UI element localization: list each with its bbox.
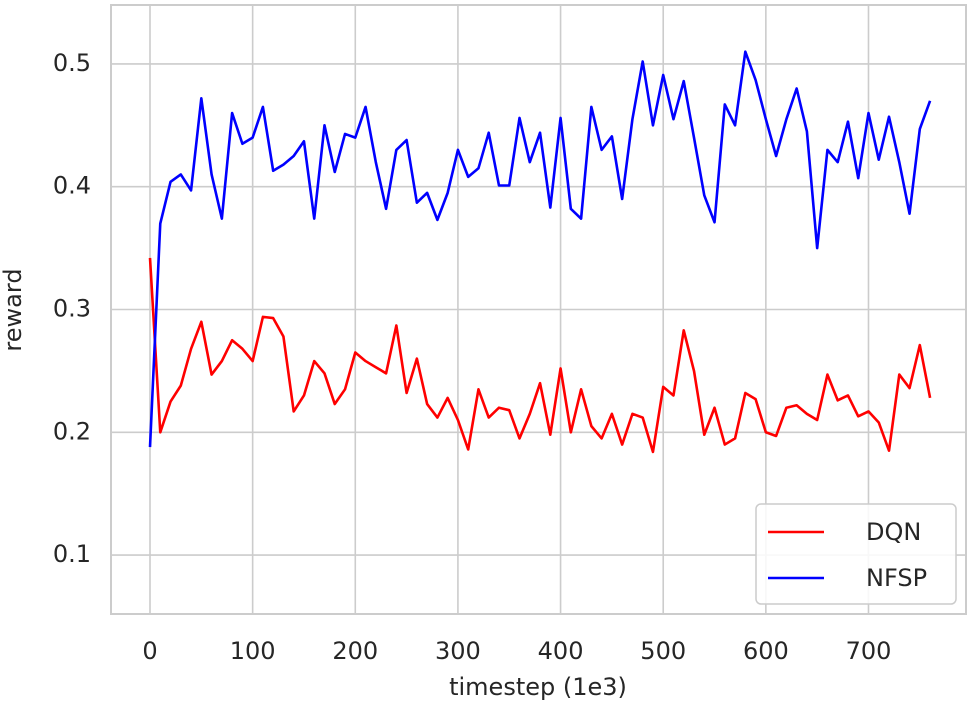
legend-label: NFSP <box>866 564 927 592</box>
y-tick-label: 0.1 <box>53 540 91 568</box>
y-tick-label: 0.4 <box>53 172 91 200</box>
x-tick-label: 0 <box>142 637 157 665</box>
y-tick-label: 0.3 <box>53 295 91 323</box>
x-tick-label: 300 <box>435 637 481 665</box>
x-tick-label: 400 <box>538 637 584 665</box>
plot-frame <box>110 4 967 615</box>
x-tick-label: 500 <box>640 637 686 665</box>
y-tick-label: 0.5 <box>53 49 91 77</box>
y-axis-label: reward <box>0 268 27 351</box>
x-tick-label: 600 <box>743 637 789 665</box>
x-tick-label: 200 <box>332 637 378 665</box>
x-tick-label: 700 <box>846 637 892 665</box>
line-series <box>148 50 932 448</box>
x-axis-label: timestep (1e3) <box>449 673 627 701</box>
line-series <box>148 257 932 454</box>
y-tick-label: 0.2 <box>53 417 91 445</box>
legend: DQN NFSP <box>755 503 957 605</box>
legend-label: DQN <box>866 518 921 546</box>
x-tick-label: 100 <box>230 637 276 665</box>
